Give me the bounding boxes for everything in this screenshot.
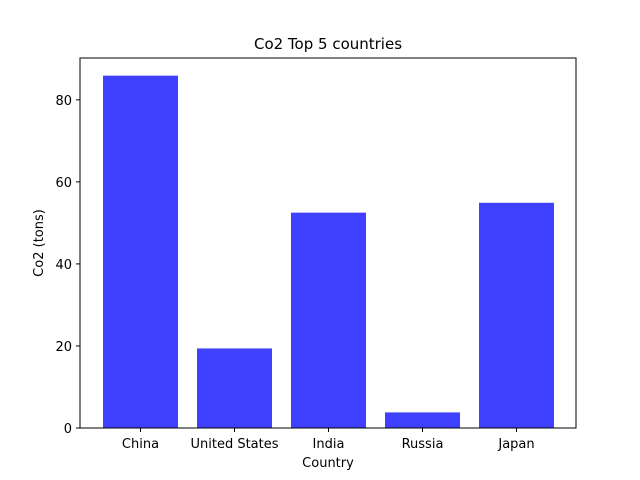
bar-russia — [385, 412, 460, 428]
y-axis-label: Co2 (tons) — [32, 209, 47, 277]
x-tick-label: India — [313, 437, 345, 452]
y-axis-ticks: 0 20 40 60 80 — [55, 94, 80, 437]
x-tick-label: Japan — [497, 437, 534, 452]
y-tick-label: 20 — [55, 340, 72, 355]
bar-japan — [479, 202, 554, 428]
y-tick-label: 40 — [55, 258, 72, 273]
y-tick-label: 0 — [64, 422, 72, 437]
bar-china — [103, 75, 178, 428]
x-axis-label: Country — [302, 456, 354, 471]
x-tick-label: United States — [190, 437, 278, 452]
bars-group — [103, 75, 554, 428]
x-axis-ticks: China United States India Russia Japan — [122, 428, 535, 452]
y-tick-label: 80 — [55, 94, 72, 109]
x-tick-label: Russia — [402, 437, 444, 452]
bar-united-states — [197, 348, 272, 428]
plot-frame — [79, 57, 577, 429]
x-tick-label: China — [122, 437, 159, 452]
y-tick-label: 60 — [55, 176, 72, 191]
chart-title: Co2 Top 5 countries — [254, 35, 402, 53]
bar-india — [291, 212, 366, 428]
